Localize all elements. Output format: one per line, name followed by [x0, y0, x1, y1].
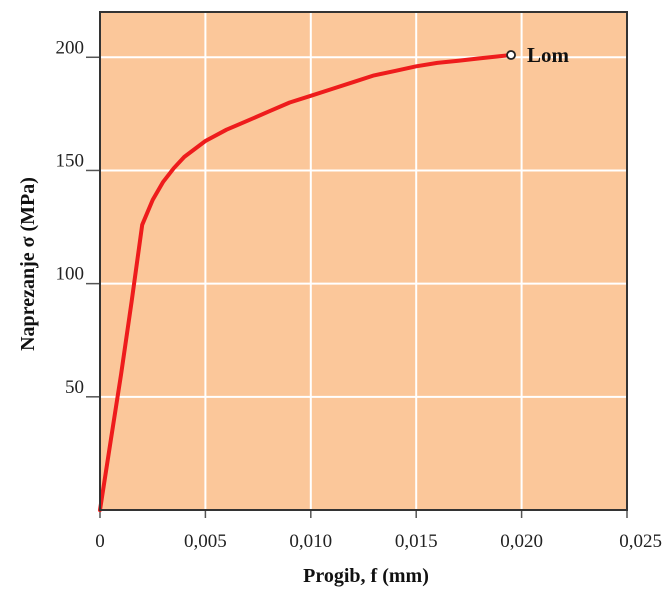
plot-frame [99, 11, 628, 511]
fracture-marker [506, 50, 516, 60]
y-tick-label: 200 [56, 37, 85, 58]
y-axis-title: Naprezanje σ (MPa) [17, 177, 39, 351]
plot-area [100, 12, 627, 510]
y-axis-ticks: 50 100 150 200 [56, 37, 100, 398]
x-tick-label: 0,015 [395, 531, 438, 552]
x-tick-label: 0 [95, 531, 105, 552]
fracture-label: Lom [527, 43, 570, 67]
x-tick-label: 0,010 [289, 531, 332, 552]
y-tick-label: 150 [56, 150, 85, 171]
x-axis-ticks: 0 0,005 0,010 0,015 0,020 0,025 [95, 510, 662, 552]
y-tick-label: 50 [65, 377, 84, 398]
x-tick-label: 0,020 [500, 531, 543, 552]
stress-curve [98, 53, 514, 512]
y-tick-label: 100 [56, 264, 85, 285]
x-axis-title: Progib, f (mm) [303, 565, 429, 587]
x-tick-label: 0,025 [619, 531, 662, 552]
x-tick-label: 0,005 [184, 531, 227, 552]
